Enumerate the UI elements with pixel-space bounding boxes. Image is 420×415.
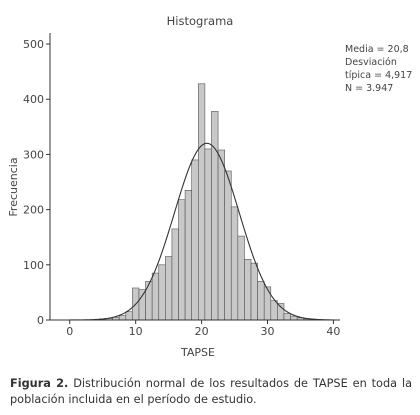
histogram-bar	[270, 300, 278, 321]
histogram-bar	[250, 262, 258, 321]
histogram-bar	[244, 258, 252, 321]
histogram-bar	[217, 149, 225, 321]
normal-curve	[69, 142, 334, 321]
histogram-bar	[145, 281, 153, 321]
x-tick-label: 20	[195, 325, 209, 338]
y-tick-label: 0	[37, 314, 44, 327]
stats-n: N = 3.947	[345, 83, 393, 94]
histogram-bar	[151, 272, 160, 321]
histogram-bars	[99, 83, 311, 321]
histogram-bar	[184, 189, 193, 321]
histogram-bar	[138, 289, 146, 321]
y-tick-label: 300	[23, 148, 44, 161]
histogram-bar	[191, 159, 199, 321]
histogram-bar	[125, 311, 133, 321]
histogram-bar	[211, 111, 219, 321]
histogram-bar	[158, 264, 166, 321]
chart-title: Histograma	[167, 14, 234, 28]
y-tick-label: 100	[23, 259, 44, 272]
chart-axes	[49, 33, 340, 321]
normal-curve-layer	[69, 142, 334, 321]
x-tick-label: 0	[66, 325, 73, 338]
x-axis-label: TAPSE	[180, 346, 215, 359]
histogram-bar	[237, 235, 245, 321]
stats-mean: Media = 20,8	[345, 44, 409, 55]
histogram-bar	[263, 286, 272, 321]
figure-caption-label: Figura 2.	[10, 377, 69, 390]
histogram-bar	[165, 256, 173, 321]
y-tick-label: 400	[23, 93, 44, 106]
histogram-bar	[118, 315, 127, 321]
y-tick-label: 500	[23, 38, 44, 51]
histogram-bar	[257, 281, 265, 321]
histogram-bar	[204, 148, 212, 321]
figure-caption: Figura 2. Distribución normal de los res…	[10, 376, 412, 408]
histogram-bar	[171, 228, 179, 321]
x-tick-label: 10	[129, 325, 143, 338]
y-tick-label: 200	[23, 204, 44, 217]
histogram-bar	[197, 83, 206, 321]
figure-caption-text: Distribución normal de los resultados de…	[10, 377, 413, 406]
stats-sd-label: Desviación	[345, 57, 397, 68]
histogram-bar	[230, 206, 239, 321]
histogram-bar	[277, 303, 285, 321]
x-tick-label: 30	[261, 325, 275, 338]
histogram-bar	[283, 313, 291, 321]
stats-box: Media = 20,8 Desviación típica = 4,917 N…	[345, 44, 412, 94]
histogram-bar	[224, 170, 232, 321]
y-axis-label: Frecuencia	[7, 157, 20, 216]
stats-sd-value: típica = 4,917	[345, 70, 412, 81]
histogram-bar	[290, 315, 298, 321]
x-tick-label: 40	[326, 325, 340, 338]
histogram-bar	[178, 199, 186, 321]
